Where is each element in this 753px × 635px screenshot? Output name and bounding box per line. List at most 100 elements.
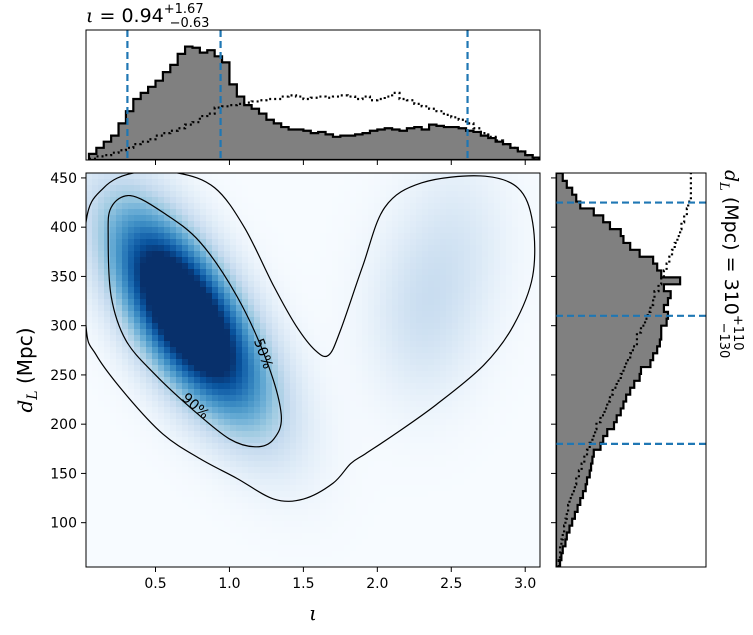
heatmap-cell bbox=[218, 323, 224, 329]
heatmap-cell bbox=[500, 479, 506, 485]
heatmap-cell bbox=[320, 545, 326, 551]
heatmap-cell bbox=[260, 515, 266, 521]
heatmap-cell bbox=[296, 239, 302, 245]
heatmap-cell bbox=[110, 437, 116, 443]
heatmap-cell bbox=[362, 179, 368, 185]
heatmap-cell bbox=[530, 311, 536, 317]
heatmap-cell bbox=[362, 347, 368, 353]
heatmap-cell bbox=[248, 335, 254, 341]
heatmap-cell bbox=[164, 227, 170, 233]
heatmap-cell bbox=[362, 311, 368, 317]
heatmap-cell bbox=[404, 341, 410, 347]
heatmap-cell bbox=[524, 353, 530, 359]
heatmap-cell bbox=[482, 473, 488, 479]
heatmap-cell bbox=[482, 281, 488, 287]
heatmap-cell bbox=[446, 329, 452, 335]
heatmap-cell bbox=[278, 521, 284, 527]
heatmap-cell bbox=[296, 191, 302, 197]
heatmap-cell bbox=[170, 251, 176, 257]
heatmap-cell bbox=[518, 413, 524, 419]
heatmap-cell bbox=[332, 203, 338, 209]
heatmap-cell bbox=[506, 239, 512, 245]
heatmap-cell bbox=[146, 533, 152, 539]
heatmap-cell bbox=[158, 317, 164, 323]
heatmap-cell bbox=[314, 239, 320, 245]
heatmap-cell bbox=[506, 203, 512, 209]
heatmap-cell bbox=[368, 287, 374, 293]
heatmap-cell bbox=[290, 185, 296, 191]
heatmap-cell bbox=[320, 263, 326, 269]
heatmap-cell bbox=[86, 239, 92, 245]
heatmap-cell bbox=[398, 509, 404, 515]
heatmap-cell bbox=[464, 347, 470, 353]
heatmap-cell bbox=[128, 371, 134, 377]
heatmap-cell bbox=[356, 461, 362, 467]
heatmap-cell bbox=[458, 539, 464, 545]
heatmap-cell bbox=[482, 179, 488, 185]
heatmap-cell bbox=[362, 395, 368, 401]
heatmap-cell bbox=[152, 215, 158, 221]
heatmap-cell bbox=[536, 245, 540, 251]
heatmap-cell bbox=[188, 413, 194, 419]
heatmap-cell bbox=[140, 431, 146, 437]
heatmap-cell bbox=[152, 209, 158, 215]
heatmap-cell bbox=[122, 485, 128, 491]
heatmap-cell bbox=[230, 179, 236, 185]
heatmap-cell bbox=[290, 353, 296, 359]
heatmap-cell bbox=[320, 239, 326, 245]
heatmap-cell bbox=[98, 371, 104, 377]
heatmap-cell bbox=[458, 431, 464, 437]
heatmap-cell bbox=[506, 551, 512, 557]
heatmap-cell bbox=[290, 461, 296, 467]
heatmap-cell bbox=[92, 311, 98, 317]
heatmap-cell bbox=[524, 557, 530, 563]
heatmap-cell bbox=[200, 287, 206, 293]
heatmap-cell bbox=[344, 371, 350, 377]
heatmap-cell bbox=[230, 329, 236, 335]
heatmap-cell bbox=[386, 383, 392, 389]
heatmap-cell bbox=[518, 407, 524, 413]
heatmap-cell bbox=[404, 527, 410, 533]
heatmap-cell bbox=[410, 311, 416, 317]
heatmap-cell bbox=[518, 263, 524, 269]
heatmap-cell bbox=[494, 275, 500, 281]
heatmap-cell bbox=[236, 503, 242, 509]
heatmap-cell bbox=[146, 461, 152, 467]
heatmap-cell bbox=[392, 407, 398, 413]
heatmap-cell bbox=[410, 545, 416, 551]
heatmap-cell bbox=[404, 413, 410, 419]
heatmap-cell bbox=[464, 503, 470, 509]
heatmap-cell bbox=[482, 533, 488, 539]
heatmap-cell bbox=[536, 179, 540, 185]
heatmap-cell bbox=[488, 257, 494, 263]
heatmap-cell bbox=[218, 179, 224, 185]
heatmap-cell bbox=[272, 287, 278, 293]
heatmap-cell bbox=[278, 545, 284, 551]
heatmap-cell bbox=[476, 215, 482, 221]
heatmap-cell bbox=[164, 431, 170, 437]
heatmap-cell bbox=[512, 419, 518, 425]
heatmap-cell bbox=[446, 347, 452, 353]
heatmap-cell bbox=[350, 299, 356, 305]
heatmap-cell bbox=[326, 407, 332, 413]
heatmap-cell bbox=[326, 323, 332, 329]
heatmap-cell bbox=[104, 479, 110, 485]
heatmap-cell bbox=[176, 539, 182, 545]
heatmap-cell bbox=[86, 377, 92, 383]
heatmap-cell bbox=[308, 323, 314, 329]
heatmap-cell bbox=[104, 281, 110, 287]
heatmap-cell bbox=[368, 533, 374, 539]
heatmap-cell bbox=[140, 521, 146, 527]
heatmap-cell bbox=[164, 377, 170, 383]
heatmap-cell bbox=[356, 185, 362, 191]
heatmap-cell bbox=[266, 431, 272, 437]
heatmap-cell bbox=[122, 377, 128, 383]
heatmap-cell bbox=[362, 377, 368, 383]
heatmap-cell bbox=[452, 515, 458, 521]
heatmap-cell bbox=[140, 203, 146, 209]
heatmap-cell bbox=[374, 413, 380, 419]
heatmap-cell bbox=[308, 497, 314, 503]
heatmap-cell bbox=[464, 371, 470, 377]
heatmap-cell bbox=[176, 407, 182, 413]
heatmap-cell bbox=[284, 293, 290, 299]
